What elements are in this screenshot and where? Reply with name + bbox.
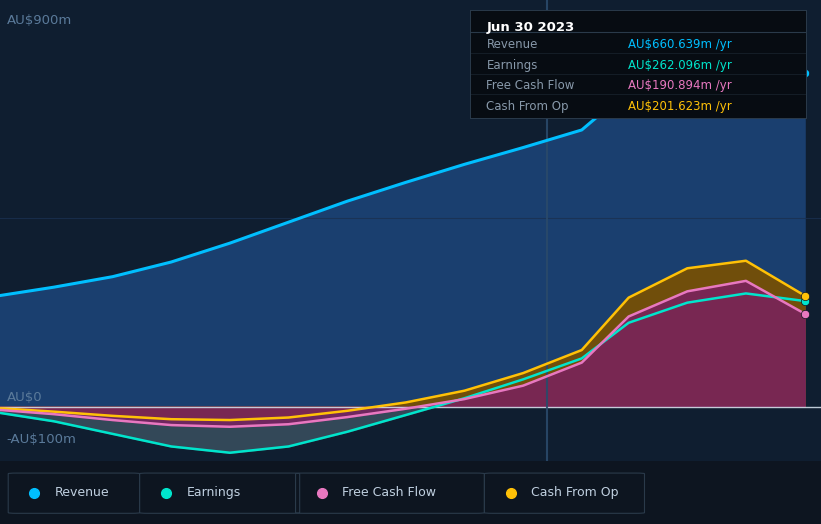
Text: Cash From Op: Cash From Op: [531, 486, 619, 499]
Text: Jun 30 2023: Jun 30 2023: [486, 21, 575, 34]
Text: AU$190.894m /yr: AU$190.894m /yr: [628, 79, 732, 92]
Text: Revenue: Revenue: [55, 486, 110, 499]
Text: Cash From Op: Cash From Op: [486, 100, 569, 113]
Text: AU$900m: AU$900m: [7, 14, 71, 27]
Text: AU$201.623m /yr: AU$201.623m /yr: [628, 100, 732, 113]
Text: Free Cash Flow: Free Cash Flow: [486, 79, 575, 92]
Text: -AU$100m: -AU$100m: [7, 433, 76, 446]
Text: Earnings: Earnings: [486, 59, 538, 72]
Text: AU$660.639m /yr: AU$660.639m /yr: [628, 38, 732, 51]
Text: Free Cash Flow: Free Cash Flow: [342, 486, 436, 499]
Text: AU$0: AU$0: [7, 391, 42, 405]
Text: Earnings: Earnings: [186, 486, 241, 499]
Text: Past: Past: [558, 12, 587, 26]
Text: AU$262.096m /yr: AU$262.096m /yr: [628, 59, 732, 72]
Text: Revenue: Revenue: [486, 38, 538, 51]
